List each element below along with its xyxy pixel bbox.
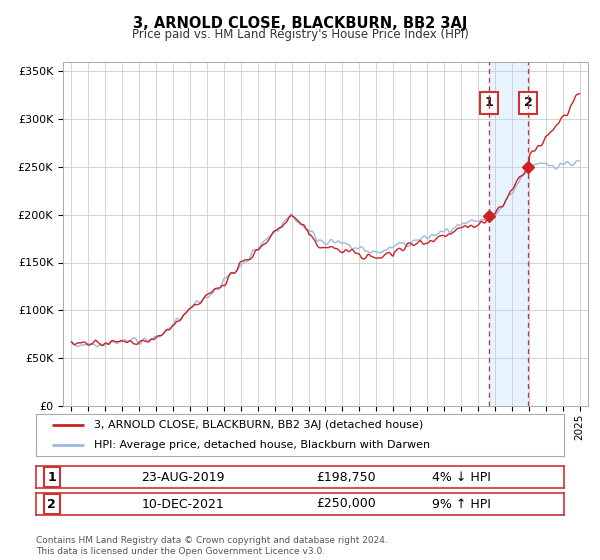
- Text: 1: 1: [47, 470, 56, 484]
- Text: 10-DEC-2021: 10-DEC-2021: [142, 497, 224, 511]
- Text: 2: 2: [524, 96, 532, 109]
- Text: 4% ↓ HPI: 4% ↓ HPI: [432, 470, 491, 484]
- Text: Contains HM Land Registry data © Crown copyright and database right 2024.
This d: Contains HM Land Registry data © Crown c…: [36, 536, 388, 556]
- Text: 23-AUG-2019: 23-AUG-2019: [142, 470, 225, 484]
- Text: 3, ARNOLD CLOSE, BLACKBURN, BB2 3AJ: 3, ARNOLD CLOSE, BLACKBURN, BB2 3AJ: [133, 16, 467, 31]
- Text: £250,000: £250,000: [316, 497, 376, 511]
- Bar: [489, 62, 528, 406]
- Text: 3, ARNOLD CLOSE, BLACKBURN, BB2 3AJ (detached house): 3, ARNOLD CLOSE, BLACKBURN, BB2 3AJ (det…: [94, 420, 424, 430]
- Text: Price paid vs. HM Land Registry's House Price Index (HPI): Price paid vs. HM Land Registry's House …: [131, 28, 469, 41]
- Text: £198,750: £198,750: [316, 470, 376, 484]
- Text: 9% ↑ HPI: 9% ↑ HPI: [432, 497, 491, 511]
- Text: 2: 2: [47, 497, 56, 511]
- Text: 1: 1: [485, 96, 493, 109]
- Text: HPI: Average price, detached house, Blackburn with Darwen: HPI: Average price, detached house, Blac…: [94, 440, 430, 450]
